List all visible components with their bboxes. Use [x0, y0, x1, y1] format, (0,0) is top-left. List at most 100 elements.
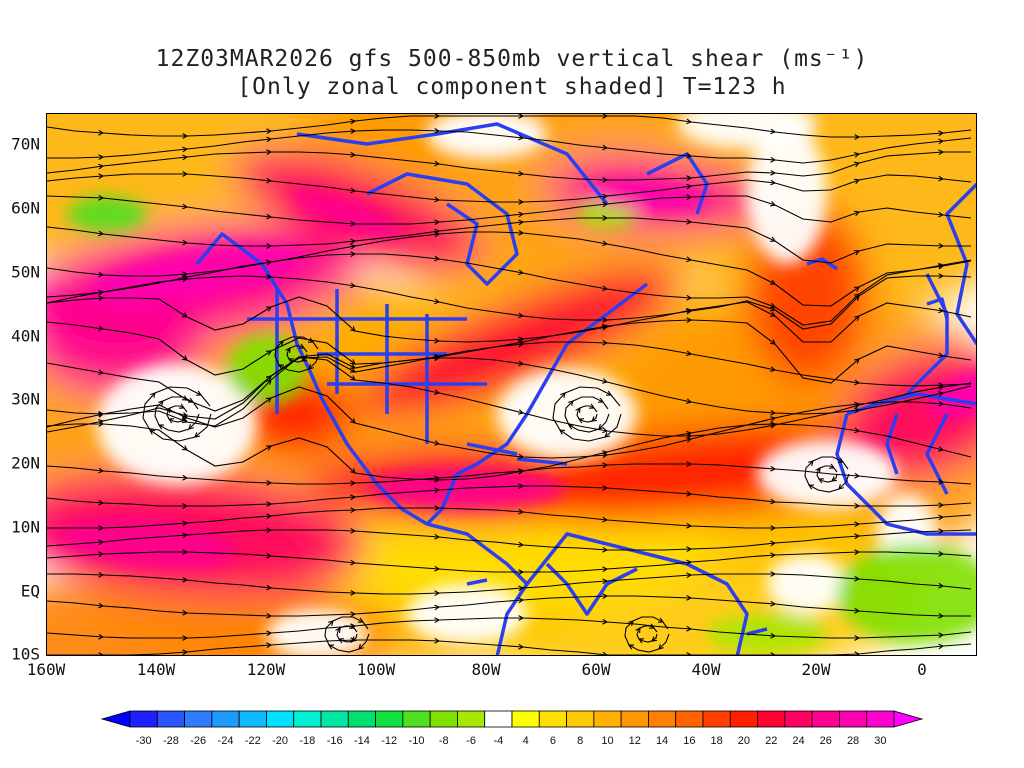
- streamline-arrow: [285, 347, 291, 354]
- streamline-arrow: [604, 432, 611, 438]
- streamline-arrow: [165, 407, 171, 414]
- streamline: [47, 356, 972, 437]
- streamline-arrow: [854, 427, 861, 434]
- streamline-arrow: [98, 633, 105, 640]
- streamline-arrow: [770, 409, 777, 416]
- streamline: [47, 485, 972, 507]
- streamline-arrow: [350, 494, 357, 501]
- streamline: [47, 463, 972, 485]
- colorbar-swatch: [129, 710, 158, 728]
- streamline-arrow: [770, 416, 777, 422]
- colorbar-swatch: [729, 710, 758, 728]
- streamline-arrow: [266, 177, 273, 184]
- coastline: [545, 562, 638, 616]
- streamline-arrow: [434, 475, 441, 482]
- streamline-arrow: [854, 521, 861, 528]
- streamline-arrow: [854, 549, 861, 556]
- streamline-arrow: [265, 397, 272, 403]
- colorbar-swatch: [866, 710, 895, 728]
- streamline: [47, 296, 972, 343]
- streamline-arrow: [357, 617, 365, 623]
- streamline-arrow: [837, 457, 845, 463]
- streamline-arrow: [195, 390, 203, 396]
- streamline-arrow: [434, 440, 441, 446]
- streamline-arrow: [602, 427, 609, 434]
- streamline-arrow: [182, 520, 189, 527]
- streamline-arrow: [770, 465, 777, 472]
- streamline-arrow: [287, 358, 295, 364]
- streamline-arrow: [188, 424, 194, 430]
- colorbar-tick-label: -24: [217, 735, 234, 747]
- streamline-arrow: [98, 289, 105, 296]
- streamline-arrow: [770, 498, 777, 505]
- streamline-arrow: [265, 445, 272, 451]
- streamline-arrow: [854, 401, 861, 408]
- streamline-arrow: [938, 391, 945, 397]
- streamline: [47, 173, 972, 203]
- streamline-arrow: [686, 175, 693, 182]
- streamline-arrow: [815, 467, 821, 474]
- streamline-arrow: [266, 552, 273, 559]
- streamline-arrow: [350, 559, 357, 566]
- coastline: [366, 172, 519, 286]
- streamline-arrow: [351, 636, 358, 642]
- coastline: [926, 297, 949, 320]
- lon-label: 20W: [801, 660, 831, 679]
- streamline-arrow: [434, 114, 441, 119]
- streamline-arrow: [769, 200, 777, 207]
- streamline-arrow: [434, 127, 441, 134]
- streamline-arrow: [266, 501, 273, 508]
- streamline-arrow: [350, 468, 356, 474]
- streamline-arrow: [938, 211, 945, 218]
- streamline-arrow: [307, 337, 315, 343]
- streamline-arrow: [598, 424, 604, 430]
- streamline-arrow: [605, 390, 613, 396]
- streamline-arrow: [686, 572, 693, 579]
- streamline-arrow: [938, 382, 945, 389]
- streamline-arrow: [149, 429, 156, 435]
- streamline-arrow: [518, 453, 525, 460]
- streamline-arrow: [277, 364, 285, 370]
- streamline-arrow: [938, 273, 945, 279]
- streamline: [47, 195, 972, 225]
- streamline-arrow: [178, 403, 186, 409]
- streamline-arrow: [350, 507, 357, 514]
- streamline-arrow: [686, 430, 693, 437]
- colorbar-swatch: [811, 710, 840, 728]
- streamline-arrow: [350, 589, 357, 596]
- shear-map-svg: [47, 114, 976, 655]
- weak-shear-area: [677, 114, 817, 149]
- streamline-arrow: [602, 215, 609, 221]
- streamline-arrow: [769, 236, 777, 242]
- streamline-arrow: [938, 263, 945, 270]
- streamline-arrow: [602, 651, 608, 655]
- lon-label: 40W: [691, 660, 721, 679]
- colorbar-swatch: [238, 710, 267, 728]
- streamline-arrow: [938, 384, 945, 391]
- coastline: [425, 282, 649, 526]
- streamline-arrow: [350, 418, 356, 424]
- streamline: [47, 529, 972, 551]
- streamline-arrow: [938, 138, 945, 145]
- streamline-arrow: [686, 294, 693, 301]
- lat-label: 20N: [11, 453, 40, 473]
- colorbar-swatch: [347, 710, 376, 728]
- streamline-arrow: [181, 395, 188, 401]
- streamline-arrow: [938, 612, 945, 619]
- streamline-arrow: [434, 533, 441, 540]
- coastline: [495, 583, 529, 655]
- streamline-arrow: [328, 620, 334, 626]
- streamline-arrow: [602, 452, 609, 459]
- streamline-arrow: [686, 559, 693, 566]
- colorbar-swatch: [757, 710, 786, 728]
- streamline-arrow: [568, 400, 574, 406]
- shear-core: [928, 370, 976, 418]
- streamline-arrow: [194, 432, 201, 438]
- colorbar-swatch: [511, 710, 540, 728]
- streamline-arrow: [686, 183, 693, 190]
- lat-label: 40N: [11, 326, 40, 346]
- streamline-arrow: [938, 502, 945, 509]
- streamline-arrow: [854, 635, 861, 641]
- streamline-arrow: [602, 578, 609, 585]
- streamline-arrow: [602, 285, 609, 292]
